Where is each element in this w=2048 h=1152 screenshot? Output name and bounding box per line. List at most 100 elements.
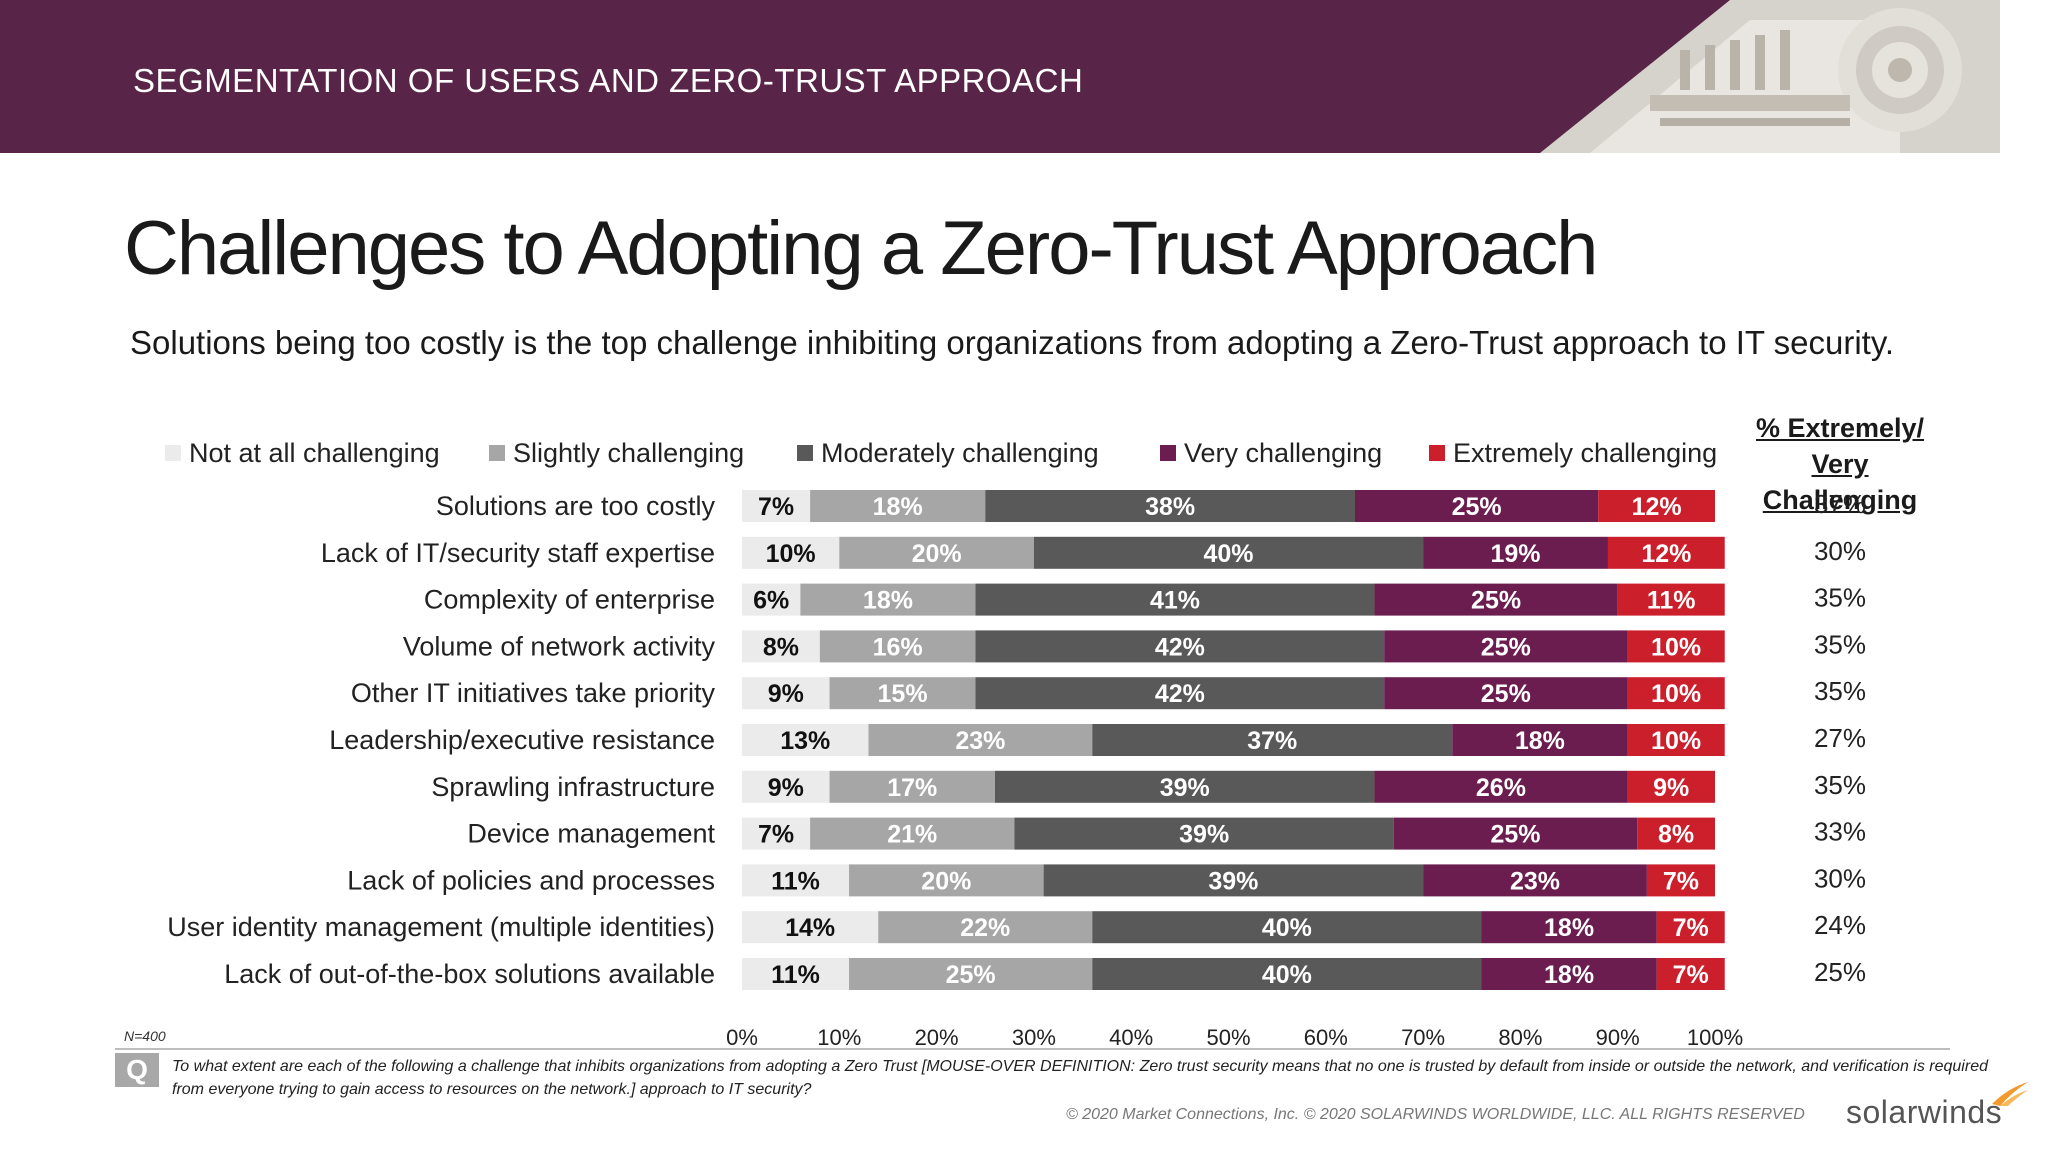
legend-swatch	[1160, 444, 1176, 461]
data-label: 10%	[766, 540, 816, 568]
data-label: 42%	[1155, 680, 1205, 708]
data-label: 7%	[758, 821, 794, 849]
slide-title: Challenges to Adopting a Zero-Trust Appr…	[124, 206, 1598, 291]
bar-segment	[1354, 490, 1599, 522]
bar-segment	[994, 770, 1375, 803]
bar-segment	[1656, 958, 1725, 990]
bar-segment	[878, 911, 1093, 944]
data-label: 25%	[946, 961, 996, 989]
legend-item-moderately: Moderately challenging	[797, 438, 1099, 469]
data-label: 8%	[763, 633, 799, 661]
data-label: 25%	[1491, 821, 1541, 849]
bar-segment	[849, 864, 1044, 897]
bar-segment	[1627, 724, 1725, 756]
slide-subtitle: Solutions being too costly is the top ch…	[130, 324, 1895, 361]
data-label: 25%	[1481, 633, 1531, 661]
data-label: 18%	[873, 493, 923, 521]
bar-segment	[742, 536, 840, 569]
data-label: 16%	[873, 633, 923, 661]
bar-segment	[1043, 864, 1424, 897]
x-tick-label: 70%	[1401, 1025, 1445, 1050]
data-label: 39%	[1160, 774, 1210, 802]
data-label: 10%	[1651, 727, 1701, 755]
bar-segment	[1627, 677, 1725, 710]
legend-item-very: Very challenging	[1160, 438, 1382, 469]
data-label: 23%	[955, 727, 1005, 755]
bar-segment	[1092, 958, 1482, 990]
data-label: 8%	[1658, 821, 1694, 849]
data-label: 7%	[1673, 961, 1709, 989]
x-tick-label: 90%	[1596, 1025, 1640, 1050]
bar-segment	[810, 490, 986, 522]
data-label: 6%	[753, 587, 789, 615]
x-tick-label: 40%	[1109, 1025, 1153, 1050]
bar-segment	[1374, 770, 1628, 803]
solarwinds-logo: solarwinds	[1846, 1094, 2003, 1130]
extremely-very-value: 35%	[1814, 583, 1866, 613]
copyright: © 2020 Market Connections, Inc. © 2020 S…	[1066, 1106, 1805, 1123]
category-label: Sprawling infrastructure	[431, 772, 715, 802]
bar-segment	[1452, 724, 1628, 756]
bar-segment	[742, 817, 811, 850]
category-label: Lack of IT/security staff expertise	[321, 538, 715, 568]
header-banner: SEGMENTATION OF USERS AND ZERO-TRUST APP…	[0, 0, 2048, 153]
extremely-very-value: 30%	[1814, 863, 1866, 893]
x-tick-label: 30%	[1012, 1025, 1056, 1050]
bar-segment	[1481, 958, 1657, 990]
x-tick-label: 100%	[1687, 1025, 1743, 1050]
data-label: 18%	[1544, 914, 1594, 942]
bar-segment	[1092, 724, 1453, 756]
data-label: 15%	[878, 680, 928, 708]
bar-segment	[985, 490, 1355, 522]
data-label: 11%	[771, 867, 820, 895]
x-tick-label: 80%	[1498, 1025, 1542, 1050]
data-label: 22%	[960, 914, 1010, 942]
legend-item-extremely: Extremely challenging	[1429, 438, 1717, 469]
survey-question: To what extent are each of the following…	[172, 1058, 1988, 1098]
data-label: 25%	[1452, 493, 1502, 521]
legend-label: Extremely challenging	[1453, 438, 1718, 468]
data-label: 40%	[1203, 540, 1253, 568]
bar-segment	[742, 490, 811, 522]
data-label: 25%	[1481, 680, 1531, 708]
category-label: Volume of network activity	[403, 631, 716, 661]
legend-item-slightly: Slightly challenging	[489, 438, 744, 469]
bar-segment	[829, 677, 976, 710]
extremely-very-value: 30%	[1814, 536, 1866, 566]
data-label: 10%	[1651, 633, 1701, 661]
page-number: 31	[2005, 70, 2030, 95]
category-label: Other IT initiatives take priority	[351, 678, 716, 708]
bar-segment	[742, 864, 850, 897]
bar-segment	[975, 630, 1385, 663]
bar-segment	[1384, 630, 1628, 663]
bar-segment	[849, 958, 1093, 990]
legend-item-not-at-all: Not at all challenging	[165, 438, 440, 469]
extremely-very-value: 35%	[1814, 629, 1866, 659]
category-label: Device management	[467, 819, 715, 849]
bar-segment	[1014, 817, 1394, 850]
data-label: 14%	[785, 914, 835, 942]
bar-segment	[742, 677, 830, 710]
x-tick-label: 50%	[1206, 1025, 1250, 1050]
data-label: 7%	[758, 493, 794, 521]
category-label: Lack of policies and processes	[347, 865, 715, 895]
bar-segment	[1092, 911, 1482, 944]
bar-segment	[742, 958, 850, 990]
bar-segment	[1481, 911, 1657, 944]
bar-segment	[1393, 817, 1638, 850]
bar-segment	[810, 817, 1015, 850]
question-icon: Q	[115, 1053, 159, 1087]
data-label: 25%	[1471, 587, 1521, 615]
data-label: 17%	[887, 774, 937, 802]
bar-segment	[800, 583, 976, 616]
stacked-bar-chart: Solutions are too costly 7% 18% 38% 25% 12% 37…	[167, 489, 1866, 1050]
bar-segment	[742, 770, 830, 803]
bar-segment	[1423, 536, 1608, 569]
data-label: 38%	[1145, 493, 1195, 521]
bar-segment	[742, 583, 801, 616]
extremely-very-value: 33%	[1814, 817, 1866, 847]
extremely-very-value: 35%	[1814, 770, 1866, 800]
bar-segment	[868, 724, 1093, 756]
legend-swatch	[797, 444, 813, 461]
bar-segment	[1617, 583, 1725, 616]
